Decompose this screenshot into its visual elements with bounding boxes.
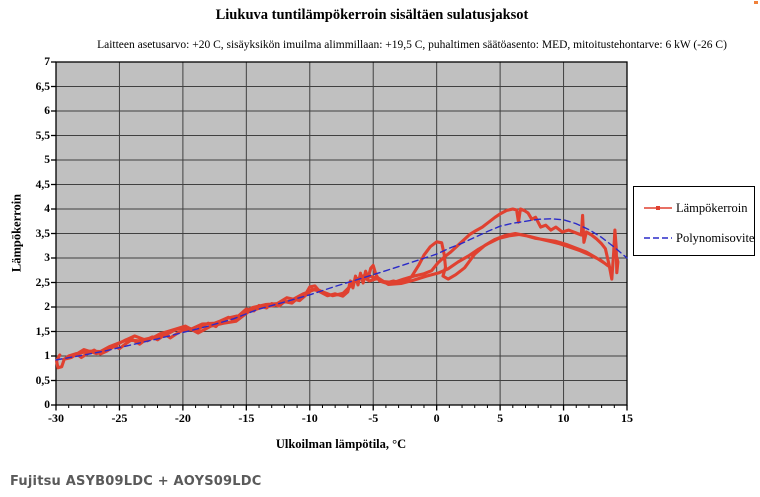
x-tick-label: 5 xyxy=(497,411,504,425)
y-tick-label: 2 xyxy=(44,301,50,313)
y-tick-label: 6 xyxy=(44,105,50,117)
x-axis-title: Ulkoilman lämpötila, °C xyxy=(275,437,407,451)
corner-artifact xyxy=(754,1,758,4)
series-polynomisovite xyxy=(55,218,628,361)
x-tick-label: -20 xyxy=(174,411,191,425)
y-tick-label: 5,5 xyxy=(35,129,50,142)
legend-line-solid-icon xyxy=(644,206,672,210)
x-tick-label: -30 xyxy=(48,411,64,425)
y-tick-label: 1 xyxy=(44,350,50,362)
legend-item-lampokerroin: Lämpökerroin xyxy=(643,200,748,216)
y-tick-label: 0 xyxy=(44,399,50,411)
y-tick-label: 4,5 xyxy=(35,178,50,191)
chart-title: Liukuva tuntilämpökerroin sisältäen sula… xyxy=(215,7,529,23)
model-caption: Fujitsu ASYB09LDC + AOYS09LDC xyxy=(10,474,262,489)
y-axis-title: Lämpökerroin xyxy=(9,193,24,273)
y-tick-label: 3,5 xyxy=(35,227,50,240)
legend-line-dashed-icon xyxy=(644,237,672,239)
x-tick-label: -10 xyxy=(301,411,318,425)
y-tick-label: 5 xyxy=(44,154,50,166)
x-tick-label: 10 xyxy=(557,411,570,425)
chart-subtitle: Laitteen asetusarvo: +20 C, sisäyksikön … xyxy=(97,39,727,51)
y-tick-label: 1,5 xyxy=(35,325,50,338)
x-tick-label: -25 xyxy=(111,411,128,425)
y-tick-label: 4 xyxy=(44,203,50,215)
legend-label-polynomisovite: Polynomisovite xyxy=(676,230,755,245)
x-tick-label: 15 xyxy=(621,411,633,425)
legend-item-polynomisovite: Polynomisovite xyxy=(643,230,754,246)
y-tick-label: 3 xyxy=(44,252,50,264)
x-tick-label: 0 xyxy=(433,411,440,425)
y-tick-label: 2,5 xyxy=(35,276,50,289)
y-tick-label: 0,5 xyxy=(35,374,50,387)
series-lampokerroin xyxy=(55,207,620,370)
x-tick-label: -15 xyxy=(238,411,255,425)
legend-label-lampokerroin: Lämpökerroin xyxy=(676,200,748,215)
x-tick-label: -5 xyxy=(368,411,379,425)
y-tick-label: 6,5 xyxy=(35,80,50,93)
y-tick-label: 7 xyxy=(44,56,50,68)
legend: Lämpökerroin Polynomisovite xyxy=(633,186,755,256)
